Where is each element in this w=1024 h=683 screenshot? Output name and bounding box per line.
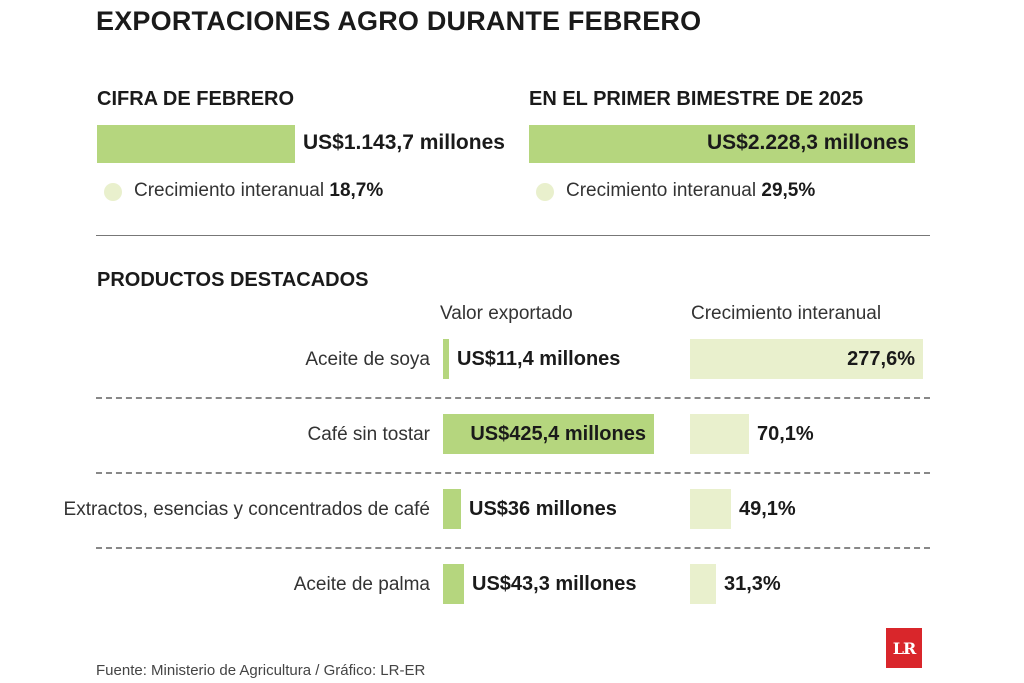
growth-label: 49,1% bbox=[739, 498, 796, 520]
february-value-bar bbox=[97, 125, 295, 163]
product-label: Café sin tostar bbox=[307, 424, 431, 445]
column-header-value: Valor exportado bbox=[440, 303, 573, 324]
value-bar bbox=[443, 489, 461, 529]
february-heading: CIFRA DE FEBRERO bbox=[97, 88, 295, 110]
value-bar bbox=[443, 339, 449, 379]
bimester-growth: Crecimiento interanual 29,5% bbox=[566, 180, 815, 202]
growth-bar bbox=[690, 489, 731, 529]
growth-value: 29,5% bbox=[761, 180, 816, 201]
value-label: US$43,3 millones bbox=[472, 573, 637, 595]
bimester-value-bar bbox=[529, 125, 915, 163]
growth-bar bbox=[690, 414, 749, 454]
section-divider bbox=[96, 235, 930, 236]
row-divider bbox=[96, 547, 930, 549]
february-growth: Crecimiento interanual 18,7% bbox=[134, 180, 383, 202]
product-label: Extractos, esencias y concentrados de ca… bbox=[63, 499, 430, 520]
column-header-growth: Crecimiento interanual bbox=[691, 303, 882, 324]
value-label: US$425,4 millones bbox=[470, 423, 646, 445]
bimester-value-label: US$2.228,3 millones bbox=[707, 131, 909, 154]
value-bar bbox=[443, 564, 464, 604]
february-value-label: US$1.143,7 millones bbox=[303, 131, 505, 154]
product-label: Aceite de palma bbox=[293, 574, 430, 595]
bullet-icon bbox=[536, 183, 554, 201]
growth-bar bbox=[690, 564, 716, 604]
growth-bar bbox=[690, 339, 923, 379]
growth-label: 277,6% bbox=[847, 348, 915, 370]
bullet-icon bbox=[104, 183, 122, 201]
row-divider bbox=[96, 472, 930, 474]
growth-label: Crecimiento interanual bbox=[134, 180, 325, 201]
value-label: US$11,4 millones bbox=[457, 348, 621, 370]
bimester-heading: EN EL PRIMER BIMESTRE DE 2025 bbox=[529, 88, 864, 110]
product-label: Aceite de soya bbox=[305, 349, 430, 370]
chart-title: EXPORTACIONES AGRO DURANTE FEBRERO bbox=[96, 6, 702, 36]
growth-value: 18,7% bbox=[329, 180, 384, 201]
growth-label: Crecimiento interanual bbox=[566, 180, 757, 201]
source-note: Fuente: Ministerio de Agricultura / Gráf… bbox=[96, 662, 426, 679]
value-label: US$36 millones bbox=[469, 498, 617, 520]
lr-logo: LR bbox=[886, 628, 922, 668]
value-bar bbox=[443, 414, 654, 454]
row-divider bbox=[96, 397, 930, 399]
growth-label: 31,3% bbox=[724, 573, 781, 595]
products-heading: PRODUCTOS DESTACADOS bbox=[97, 269, 369, 291]
growth-label: 70,1% bbox=[757, 423, 814, 445]
